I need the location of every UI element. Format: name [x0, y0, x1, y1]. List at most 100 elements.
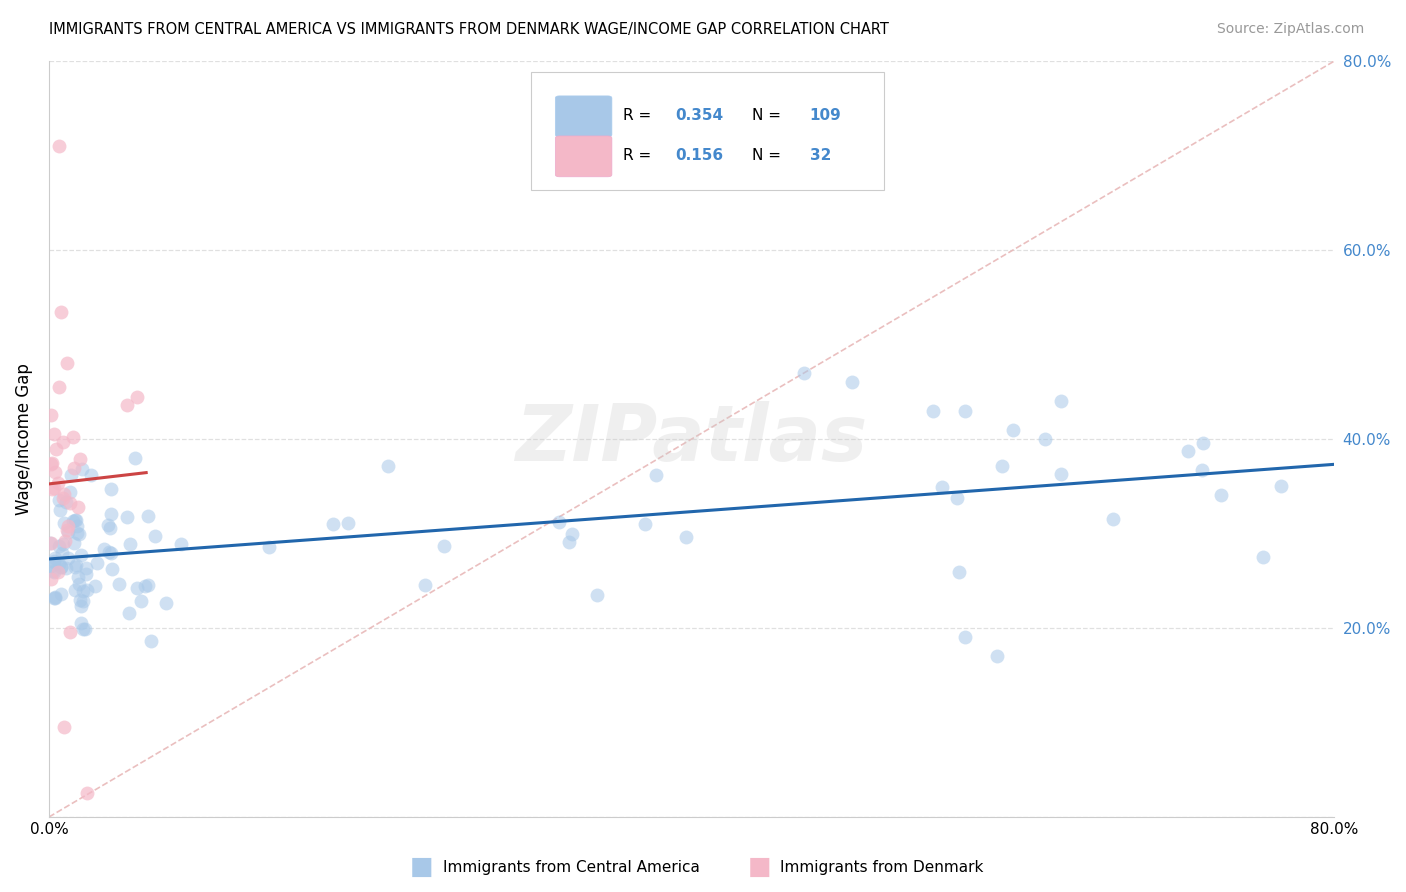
Point: [55, 494, 77, 508]
Point: [170, 537, 193, 551]
Point: [70, 548, 93, 562]
Point: [1033, 432, 1056, 446]
Point: [65, 513, 87, 527]
Point: [337, 516, 360, 531]
Point: [42, 564, 65, 578]
Point: [644, 468, 666, 483]
Point: [53, 533, 76, 548]
Point: [69, 451, 91, 466]
Point: [561, 526, 583, 541]
Point: [70, 599, 93, 613]
Text: ■: ■: [411, 855, 433, 879]
Point: [67, 526, 90, 541]
Point: [52, 491, 75, 505]
Text: ■: ■: [748, 855, 770, 879]
Point: [51, 587, 73, 601]
Point: [127, 390, 149, 404]
Text: 0.156: 0.156: [675, 148, 723, 163]
Point: [136, 508, 159, 523]
Point: [986, 649, 1008, 664]
Point: [108, 577, 131, 591]
Point: [62, 430, 84, 444]
Point: [948, 566, 970, 580]
Point: [42, 555, 65, 569]
Point: [48, 503, 70, 517]
Point: [98, 521, 121, 535]
Point: [155, 596, 177, 610]
Point: [547, 516, 569, 530]
Point: [76, 583, 98, 598]
Point: [953, 631, 976, 645]
Point: [633, 517, 655, 532]
Text: N =: N =: [752, 148, 786, 163]
Point: [39, 536, 62, 550]
Point: [53, 720, 76, 734]
Point: [93, 541, 115, 556]
FancyBboxPatch shape: [531, 72, 884, 190]
Point: [48, 557, 70, 571]
Point: [118, 536, 141, 550]
Point: [841, 376, 863, 390]
Point: [97, 518, 120, 533]
Point: [100, 546, 122, 560]
Point: [75, 566, 97, 581]
Point: [39, 535, 62, 549]
Text: ZIPatlas: ZIPatlas: [516, 401, 868, 477]
Point: [42, 427, 65, 442]
Point: [127, 582, 149, 596]
Point: [63, 513, 86, 527]
Point: [75, 560, 97, 574]
Point: [66, 519, 89, 533]
Point: [63, 559, 86, 574]
Point: [44, 551, 66, 566]
Point: [52, 434, 75, 449]
Point: [55, 560, 77, 574]
Point: [59, 624, 82, 639]
Point: [86, 556, 108, 570]
Point: [377, 459, 399, 474]
Point: [56, 356, 79, 370]
Point: [44, 465, 66, 479]
Point: [52, 516, 75, 530]
FancyBboxPatch shape: [555, 96, 612, 136]
Point: [322, 517, 344, 532]
Point: [45, 442, 67, 456]
Point: [48, 539, 70, 553]
Point: [115, 510, 138, 524]
Point: [586, 588, 609, 602]
Point: [115, 398, 138, 412]
Point: [1270, 479, 1292, 493]
Point: [63, 536, 86, 550]
Point: [72, 462, 94, 476]
Point: [100, 482, 122, 496]
Point: [1050, 467, 1073, 481]
Point: [129, 594, 152, 608]
Text: 0.354: 0.354: [675, 108, 723, 123]
Point: [48, 139, 70, 153]
Text: Immigrants from Denmark: Immigrants from Denmark: [780, 860, 984, 874]
Text: 109: 109: [810, 108, 842, 123]
Point: [56, 550, 79, 565]
Point: [139, 633, 162, 648]
Point: [52, 537, 75, 551]
Point: [79, 468, 101, 483]
Point: [44, 591, 66, 605]
Point: [39, 558, 62, 573]
Point: [143, 529, 166, 543]
Point: [72, 593, 94, 607]
FancyBboxPatch shape: [555, 136, 612, 177]
Point: [52, 487, 75, 501]
Point: [72, 622, 94, 636]
Point: [124, 451, 146, 466]
Point: [67, 576, 90, 591]
Point: [39, 572, 62, 586]
Point: [62, 514, 84, 528]
Point: [558, 535, 581, 549]
Point: [44, 481, 66, 495]
Point: [51, 304, 73, 318]
Point: [118, 606, 141, 620]
Point: [65, 526, 87, 541]
Text: Immigrants from Central America: Immigrants from Central America: [443, 860, 700, 874]
Point: [134, 579, 156, 593]
Point: [75, 622, 97, 636]
